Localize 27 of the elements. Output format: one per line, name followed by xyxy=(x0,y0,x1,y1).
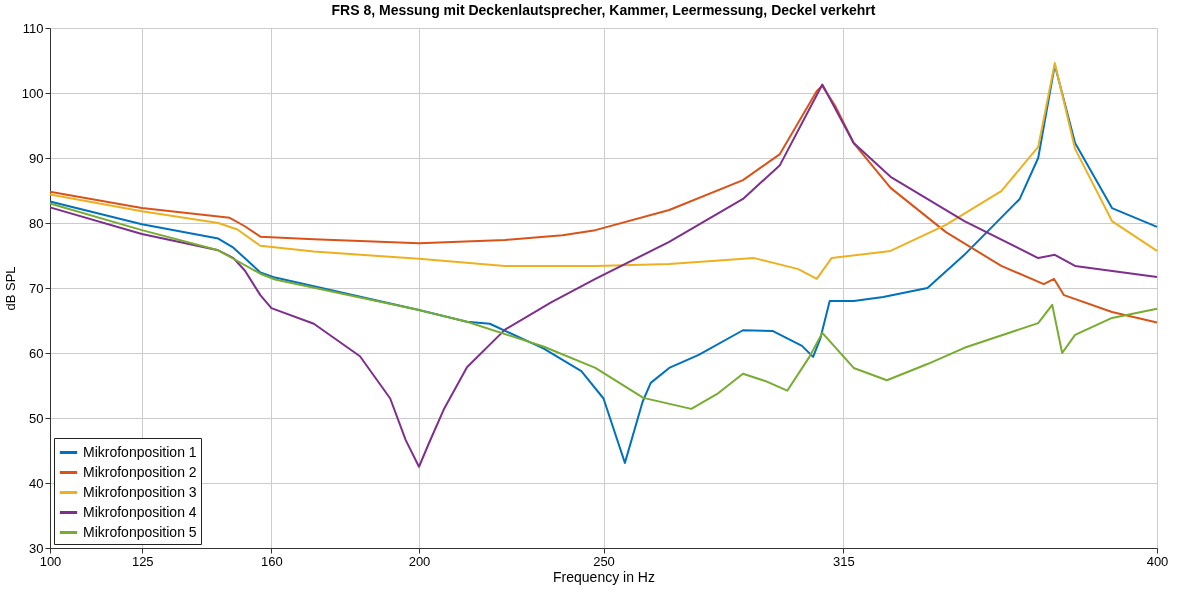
line-series xyxy=(49,84,1158,324)
legend-label: Mikrofonposition 2 xyxy=(83,463,197,480)
legend-label: Mikrofonposition 5 xyxy=(83,523,197,540)
line-series xyxy=(49,202,1158,410)
y-tick-label: 40 xyxy=(29,475,44,491)
y-tick-label: 100 xyxy=(21,85,44,101)
x-tick-label: 100 xyxy=(39,553,62,569)
y-tick-label: 60 xyxy=(29,345,44,361)
y-tick-label: 110 xyxy=(22,20,44,36)
legend-label: Mikrofonposition 1 xyxy=(83,443,197,460)
x-tick-label: 250 xyxy=(593,553,615,569)
legend-label: Mikrofonposition 4 xyxy=(83,503,197,520)
x-tick-label: 315 xyxy=(833,553,855,569)
x-tick-label: 400 xyxy=(1146,553,1169,569)
x-tick-label: 200 xyxy=(408,553,431,569)
y-tick-label: 90 xyxy=(29,150,44,166)
y-tick-label: 70 xyxy=(29,280,44,296)
y-tick-label: 80 xyxy=(29,215,44,231)
x-tick-label: 125 xyxy=(131,553,154,569)
legend-label: Mikrofonposition 3 xyxy=(83,483,197,500)
y-axis-title: dB SPL xyxy=(2,266,18,311)
x-axis-title: Frequency in Hz xyxy=(553,568,655,585)
line-series xyxy=(49,62,1158,280)
x-tick-label: 160 xyxy=(261,553,283,569)
y-tick-label: 50 xyxy=(29,410,44,426)
chart-title: FRS 8, Messung mit Deckenlautsprecher, Kammer, Leermessung, Deckel verkehrt xyxy=(331,2,876,18)
y-tick-label: 30 xyxy=(29,540,44,556)
